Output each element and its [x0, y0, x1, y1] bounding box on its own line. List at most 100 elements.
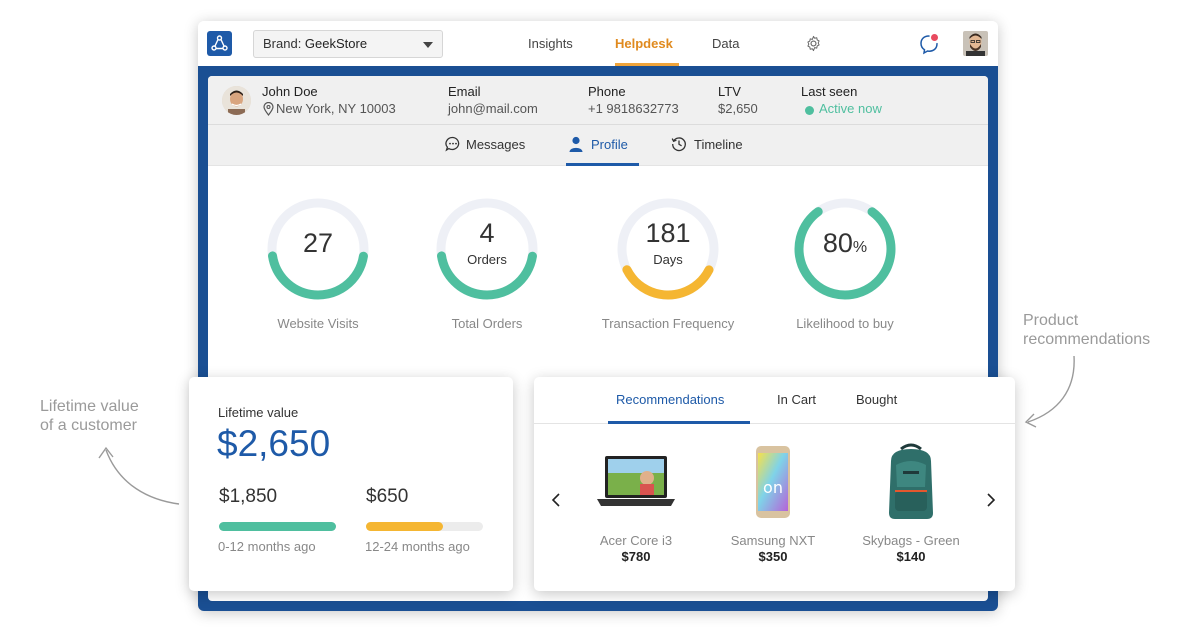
customer-name: John Doe [262, 84, 318, 99]
gauge-transaction-frequency: 181 Days [613, 194, 723, 304]
segment-bar-fill [219, 522, 336, 531]
customer-info-row: John Doe New York, NY 10003 Email john@m… [208, 76, 988, 125]
tab-profile[interactable]: Profile [591, 137, 628, 152]
tab-in-cart[interactable]: In Cart [777, 392, 817, 407]
product-price: $140 [896, 549, 926, 564]
tab-bought[interactable]: Bought [856, 392, 898, 407]
location-pin-icon [263, 102, 274, 116]
product-name: Acer Core i3 [599, 533, 673, 548]
gauge-unit: Days [653, 252, 683, 267]
gauge-unit: Orders [467, 252, 507, 267]
nav-data[interactable]: Data [712, 36, 740, 51]
annotation-lifetime-value: Lifetime value of a customer [40, 397, 139, 435]
phone-value[interactable]: +1 9818632773 [588, 101, 679, 116]
segment-period: 0-12 months ago [218, 539, 316, 554]
annotation-arrow-right [1024, 355, 1075, 428]
annotation-line: Product [1023, 312, 1079, 329]
phone-icon: on [756, 446, 790, 518]
notification-chat-icon[interactable] [919, 33, 939, 55]
gauge-value: 27 [302, 228, 334, 258]
gauge-label: Likelihood to buy [796, 316, 894, 331]
nav-active-indicator [615, 63, 679, 66]
lifetime-value-amount: $2,650 [217, 423, 331, 464]
product-image: on [703, 437, 843, 527]
gear-icon[interactable] [805, 35, 822, 52]
gauge-ring [436, 198, 538, 300]
customer-avatar [222, 86, 251, 115]
product-name: Samsung NXT [730, 533, 816, 548]
brand-prefix: Brand: [263, 36, 305, 51]
logo-icon [211, 35, 228, 51]
segment-bar [366, 522, 483, 531]
tab-messages[interactable]: Messages [466, 137, 526, 152]
gauge-label: Transaction Frequency [601, 316, 735, 331]
last-seen-value: Active now [819, 101, 882, 116]
chevron-right-icon[interactable] [986, 492, 996, 508]
rec-tab-active-indicator [608, 421, 750, 424]
ltv-label: LTV [718, 84, 741, 99]
avatar-face-icon [963, 31, 988, 56]
tab-recommendations[interactable]: Recommendations [616, 392, 725, 407]
chevron-left-icon[interactable] [551, 492, 561, 508]
gauge-ring [267, 198, 369, 300]
product-card[interactable]: on Samsung NXT $350 [703, 437, 843, 567]
nav-insights[interactable]: Insights [528, 36, 573, 51]
recommendation-tabs: Recommendations In Cart Bought [534, 377, 1015, 424]
brand-select[interactable]: Brand: GeekStore [253, 30, 443, 58]
notification-dot [931, 34, 938, 41]
gauge-ring [617, 198, 719, 300]
email-value[interactable]: john@mail.com [448, 101, 538, 116]
gauge-website-visits: 27 [263, 194, 373, 304]
gauge-arc [267, 198, 369, 300]
gauge-label: Website Visits [277, 316, 359, 331]
customer-location: New York, NY 10003 [276, 101, 396, 116]
gauge-arc [436, 198, 538, 300]
brand-name: GeekStore [304, 36, 368, 51]
gauge-arc [794, 198, 896, 300]
top-navbar: Brand: GeekStore Insights Helpdesk Data [198, 21, 998, 66]
tab-active-indicator [566, 163, 639, 166]
person-icon [569, 136, 583, 152]
annotation-line: of a customer [40, 417, 137, 434]
lifetime-value-title: Lifetime value [218, 405, 299, 420]
gauge-likelihood-to-buy: 80% [790, 194, 900, 304]
product-card[interactable]: Skybags - Green $140 [841, 437, 981, 567]
gauge-ring [794, 198, 896, 300]
phone-label: Phone [588, 84, 626, 99]
segment-bar-fill [366, 522, 444, 531]
chat-icon [445, 136, 460, 152]
product-name: Skybags - Green [862, 533, 960, 548]
chevron-down-icon [423, 42, 433, 48]
annotation-line: recommendations [1023, 331, 1151, 348]
app-logo[interactable] [207, 31, 232, 56]
svg-text:on: on [763, 478, 783, 497]
gauge-arc [617, 198, 719, 300]
online-status-dot [805, 106, 814, 115]
customer-face-icon [222, 86, 251, 115]
nav-helpdesk[interactable]: Helpdesk [615, 36, 673, 51]
gauge-value: 4 [479, 218, 495, 248]
last-seen-label: Last seen [801, 84, 858, 99]
gauge-percent-sign: % [852, 239, 868, 256]
email-label: Email [448, 84, 481, 99]
segment-period: 12-24 months ago [365, 539, 470, 554]
gauge-value: 80 [822, 228, 853, 258]
laptop-icon [597, 456, 675, 506]
tab-timeline[interactable]: Timeline [694, 137, 743, 152]
product-recommendations-card: Recommendations In Cart Bought Acer Core… [534, 377, 1015, 591]
ltv-value: $2,650 [718, 101, 758, 116]
backpack-icon [889, 443, 933, 519]
segment-amount: $650 [366, 486, 409, 507]
segment-bar [219, 522, 336, 531]
customer-header: John Doe New York, NY 10003 Email john@m… [208, 76, 988, 166]
gauge-value-wrap: 80% [790, 228, 900, 259]
user-avatar[interactable] [963, 31, 988, 56]
product-price: $350 [758, 549, 788, 564]
product-card[interactable]: Acer Core i3 $780 [566, 437, 706, 567]
history-icon [671, 137, 686, 152]
lifetime-value-card: Lifetime value $2,650 $1,850 0-12 months… [189, 377, 513, 591]
product-image [566, 437, 706, 527]
product-image [841, 437, 981, 527]
annotation-arrow-left [98, 446, 180, 505]
gauge-value: 181 [645, 218, 691, 248]
